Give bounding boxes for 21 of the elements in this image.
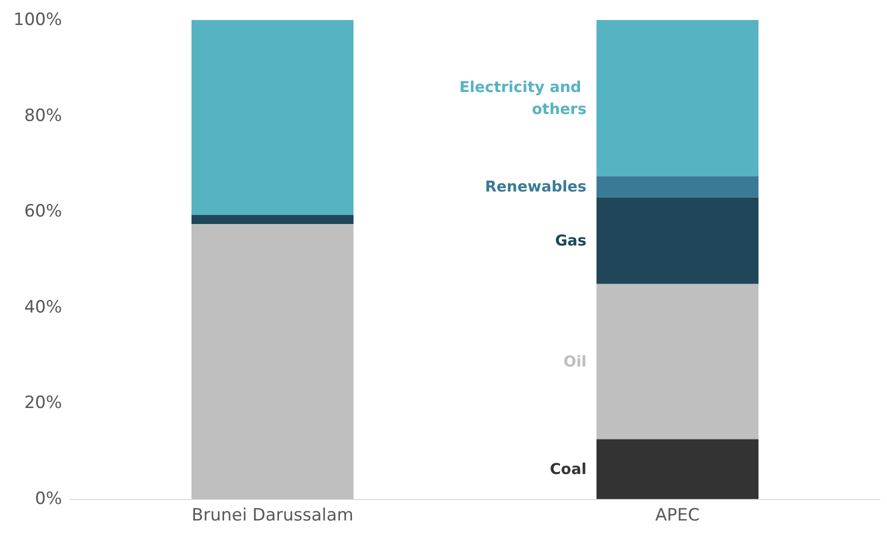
- series-label: Oil: [563, 352, 586, 371]
- bar: [192, 224, 354, 499]
- y-tick-label: 40%: [24, 297, 62, 318]
- bar: [596, 20, 758, 176]
- bar: [192, 20, 354, 215]
- y-tick-label: 100%: [13, 10, 62, 30]
- x-tick-label: Brunei Darussalam: [192, 506, 354, 526]
- series-label: Coal: [550, 460, 586, 478]
- series-label: Renewables: [484, 178, 587, 196]
- y-tick-label: 20%: [24, 393, 62, 414]
- series-label: Gas: [555, 232, 587, 250]
- x-tick-label: APEC: [655, 506, 700, 526]
- bar: [596, 439, 758, 499]
- bar: [596, 176, 758, 198]
- bar: [596, 284, 758, 440]
- bar: [192, 214, 354, 224]
- y-tick-label: 80%: [24, 106, 62, 126]
- bar: [596, 197, 758, 284]
- series-label: Electricity and others: [459, 78, 587, 118]
- y-tick-label: 0%: [35, 489, 62, 509]
- y-tick-label: 60%: [24, 202, 62, 222]
